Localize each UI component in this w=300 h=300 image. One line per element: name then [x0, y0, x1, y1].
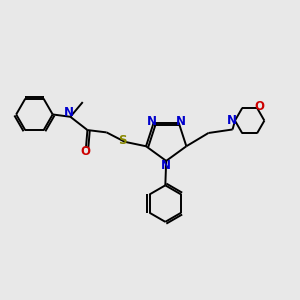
Text: O: O	[254, 100, 264, 113]
Text: N: N	[64, 106, 74, 119]
Text: O: O	[80, 145, 90, 158]
Text: N: N	[146, 116, 156, 128]
Text: N: N	[161, 159, 171, 172]
Text: S: S	[118, 134, 126, 147]
Text: N: N	[226, 114, 236, 127]
Text: N: N	[176, 116, 186, 128]
